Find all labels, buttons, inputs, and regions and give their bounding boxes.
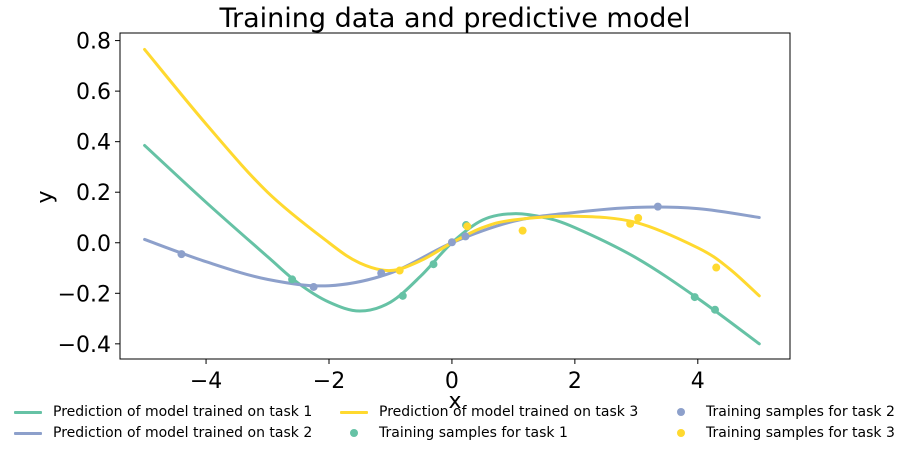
legend-label: Prediction of model trained on task 3	[379, 404, 639, 420]
legend: Prediction of model trained on task 1 Pr…	[0, 400, 909, 448]
legend-item-task3-prediction: Prediction of model trained on task 3	[340, 402, 638, 422]
legend-label: Prediction of model trained on task 1	[53, 404, 313, 420]
data-point-task2	[653, 202, 662, 211]
series-line-task2	[143, 205, 761, 288]
legend-line-swatch	[340, 410, 368, 414]
x-tick-label: 2	[568, 369, 582, 394]
plot-frame	[119, 32, 791, 360]
legend-label: Prediction of model trained on task 2	[53, 425, 313, 441]
data-point-task3	[518, 226, 527, 235]
data-point-task2	[309, 282, 318, 291]
x-axis-label: x	[448, 389, 461, 414]
data-point-task2	[377, 269, 386, 278]
y-tick-label: 0.8	[76, 30, 111, 55]
data-point-task1	[690, 293, 699, 302]
x-tick-label: 0	[445, 369, 459, 394]
data-point-task1	[398, 291, 407, 300]
legend-dot-swatch	[677, 408, 685, 416]
y-tick-label: 0.0	[76, 232, 111, 257]
data-point-task1	[288, 275, 297, 284]
x-tick-label: −4	[190, 369, 222, 394]
axes: −4 −2 0 2 4 −0.4 −0.2 0.0 0.2 0.4 0.6 0.8	[58, 30, 791, 394]
legend-item-task1-prediction: Prediction of model trained on task 1	[14, 402, 312, 422]
data-point-task2	[461, 232, 470, 241]
data-point-task3	[634, 213, 643, 222]
y-axis-label: y	[33, 190, 58, 203]
data-point-task3	[626, 219, 635, 228]
y-tick-label: −0.2	[58, 282, 111, 307]
legend-dot-swatch	[350, 429, 358, 437]
y-tick-label: 0.2	[76, 181, 111, 206]
data-point-task2	[177, 250, 186, 259]
series-line-task3	[143, 47, 761, 298]
y-tick-label: 0.6	[76, 80, 111, 105]
data-point-task2	[447, 238, 456, 247]
chart-title: Training data and predictive model	[219, 3, 691, 34]
y-tick-label: 0.4	[76, 131, 111, 156]
legend-item-task3-samples: Training samples for task 3	[667, 423, 895, 443]
x-tick-label: 4	[691, 369, 705, 394]
legend-line-swatch	[14, 410, 42, 414]
x-tick-label: −2	[313, 369, 345, 394]
legend-item-task1-samples: Training samples for task 1	[340, 423, 568, 443]
plot-area	[143, 47, 761, 346]
data-point-task3	[395, 266, 404, 275]
legend-item-task2-samples: Training samples for task 2	[667, 402, 895, 422]
legend-item-task2-prediction: Prediction of model trained on task 2	[14, 423, 312, 443]
legend-line-swatch	[14, 431, 42, 435]
legend-dot-swatch	[677, 429, 685, 437]
data-point-task1	[711, 305, 720, 314]
data-point-task3	[712, 263, 721, 272]
legend-label: Training samples for task 3	[706, 425, 895, 441]
legend-label: Training samples for task 2	[706, 404, 895, 420]
y-tick-label: −0.4	[58, 333, 111, 358]
data-point-task1	[429, 260, 438, 269]
data-point-task3	[463, 222, 472, 231]
legend-label: Training samples for task 1	[379, 425, 568, 441]
